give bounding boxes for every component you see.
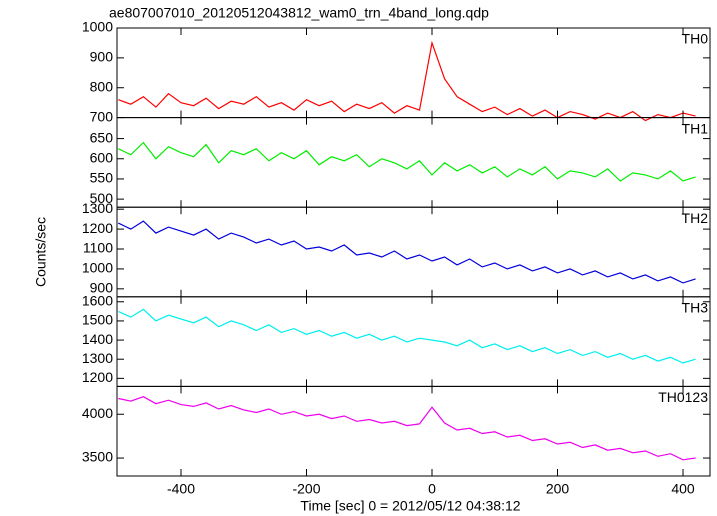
panel-label: TH2 <box>682 210 709 226</box>
panel-frame <box>116 117 711 208</box>
y-tick-label: 500 <box>90 190 114 206</box>
y-tick-label: 1100 <box>83 240 113 256</box>
y-tick-label: 1500 <box>82 312 113 328</box>
panel-label: TH0123 <box>658 389 708 405</box>
y-tick-label: 800 <box>90 78 114 94</box>
light-curve <box>118 220 696 284</box>
y-tick-label: 3500 <box>82 449 113 465</box>
panel-frame <box>116 385 711 477</box>
y-tick-label: 1200 <box>82 220 113 236</box>
x-tick-label: 0 <box>428 481 436 497</box>
panel-label: TH0 <box>682 31 709 47</box>
panel-label: TH1 <box>682 120 709 136</box>
light-curve <box>118 141 696 182</box>
light-curve <box>118 308 696 364</box>
y-tick-label: 1200 <box>82 369 113 385</box>
panel-frame <box>116 296 711 387</box>
y-tick-label: 650 <box>90 129 114 145</box>
chart-title: ae807007010_20120512043812_wam0_trn_4ban… <box>109 5 489 21</box>
panel-frame <box>116 27 711 119</box>
y-tick-label: 900 <box>90 280 114 296</box>
light-curve <box>118 40 696 122</box>
y-tick-label: 1000 <box>82 19 113 35</box>
y-tick-label: 900 <box>90 49 114 65</box>
y-tick-label: 700 <box>90 108 114 124</box>
y-tick-label: 1300 <box>82 200 113 216</box>
y-tick-label: 1300 <box>82 350 113 366</box>
y-tick-label: 1000 <box>82 260 113 276</box>
x-tick-label: 200 <box>546 481 570 497</box>
y-tick-label: 1400 <box>82 331 113 347</box>
y-axis-label: Counts/sec <box>33 217 49 287</box>
y-tick-label: 600 <box>90 149 114 165</box>
y-tick-label: 1600 <box>82 292 113 308</box>
panel-label: TH3 <box>682 300 709 316</box>
x-axis-label: Time [sec] 0 = 2012/05/12 04:38:12 <box>300 498 520 514</box>
y-tick-label: 550 <box>90 170 114 186</box>
light-curve <box>118 396 696 461</box>
x-tick-label: -400 <box>167 481 195 497</box>
x-tick-label: 400 <box>671 481 695 497</box>
panel-frame <box>116 206 711 298</box>
x-tick-label: -200 <box>292 481 320 497</box>
y-tick-label: 4000 <box>82 405 113 421</box>
